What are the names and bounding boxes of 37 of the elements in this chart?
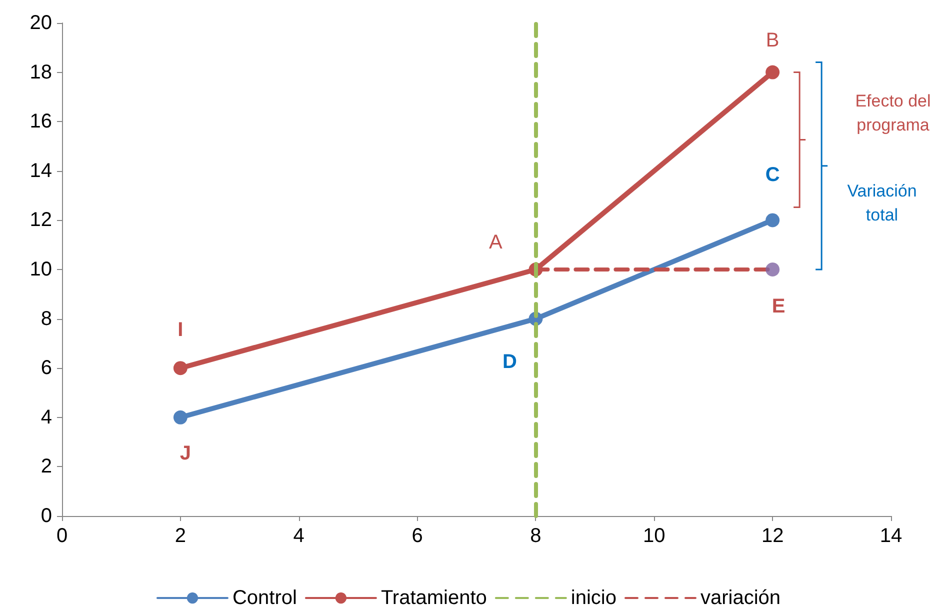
y-tick-label: 12 — [30, 209, 52, 232]
point — [766, 262, 780, 276]
annotation: C — [765, 164, 780, 186]
point — [173, 361, 188, 376]
legend-label: inicio — [570, 587, 616, 609]
y-tick-label: 8 — [40, 308, 52, 330]
legend-label: variación — [700, 587, 781, 609]
y-tick-label: 16 — [30, 110, 52, 133]
y-tick-label: 14 — [30, 160, 52, 182]
annotation: A — [489, 232, 504, 254]
annotation: D — [502, 350, 517, 373]
y-tick-label: 20 — [30, 12, 52, 34]
annotation: Variación total — [847, 181, 917, 224]
y-tick-label: 10 — [30, 258, 52, 280]
point — [766, 213, 780, 228]
annotation: I — [178, 319, 184, 342]
legend-label: Control — [232, 587, 297, 609]
y-tick-label: 18 — [30, 61, 52, 84]
x-tick-label: 0 — [56, 525, 68, 547]
x-tick-label: 2 — [174, 525, 186, 547]
y-tick-label: 6 — [40, 357, 52, 380]
point — [173, 410, 188, 424]
x-tick-label: 4 — [293, 525, 304, 547]
x-tick-label: 6 — [412, 525, 423, 547]
x-tick-label: 8 — [530, 525, 542, 547]
x-tick-label: 12 — [761, 525, 784, 547]
y-tick-label: 0 — [40, 505, 52, 527]
x-tick-label: 10 — [643, 525, 666, 547]
annotation: B — [766, 29, 780, 52]
annotation: Efecto del programa — [855, 91, 931, 134]
y-tick-label: 4 — [40, 406, 52, 428]
x-tick-label: 14 — [880, 525, 902, 547]
legend-label: Tratamiento — [380, 587, 487, 609]
y-tick-label: 2 — [40, 456, 52, 478]
annotation: J — [180, 442, 191, 464]
point — [766, 65, 780, 80]
annotation: E — [772, 296, 786, 318]
